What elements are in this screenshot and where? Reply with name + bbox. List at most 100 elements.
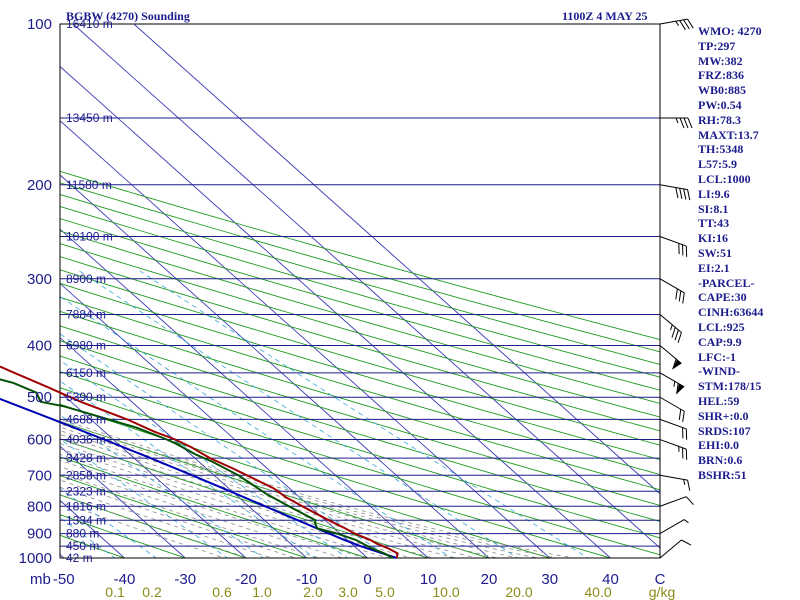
- wind-barb-flag: [682, 292, 685, 304]
- wind-barb-flag: [672, 358, 677, 370]
- pressure-tick-label: 400: [27, 338, 52, 355]
- isotherm-line: [72, 24, 660, 549]
- height-level-label: 2858 m: [66, 468, 106, 482]
- stability-index-item: EI:2.1: [698, 260, 730, 275]
- height-level-label: 1816 m: [66, 499, 106, 513]
- height-level-label: 10100 m: [66, 229, 113, 243]
- wind-barb-flag: [682, 411, 685, 422]
- wind-barb-flag: [685, 496, 694, 506]
- grid-layer: [59, 23, 661, 559]
- isotherm-line: [60, 120, 551, 558]
- stability-index-item: WMO: 4270: [698, 24, 762, 38]
- clipped-grid: [60, 24, 660, 558]
- wind-barb: [659, 18, 694, 30]
- stability-index-item: TH:5348: [698, 142, 744, 157]
- height-level-label: 4688 m: [66, 412, 106, 426]
- height-level-label: 11580 m: [66, 178, 112, 192]
- mixing-ratio-tick-label: 0.2: [142, 584, 162, 600]
- dry-adiabat-line: [60, 514, 187, 558]
- wind-barb-staff: [659, 314, 682, 333]
- dry-adiabat-line: [60, 403, 552, 558]
- stability-index-item: -WIND-: [698, 364, 740, 379]
- pressure-tick-label: 1000: [19, 550, 52, 567]
- isotherm-line: [60, 174, 490, 558]
- wind-barb: [659, 278, 685, 304]
- dry-adiabat-line: [60, 340, 660, 522]
- wind-barb-staff: [659, 539, 682, 559]
- isotherm-line: [60, 391, 247, 558]
- pressure-tick-label: 800: [27, 498, 52, 515]
- wind-barb-staff: [659, 372, 685, 388]
- mixing-ratio-line: [60, 414, 265, 558]
- wind-barb-half: [675, 117, 679, 124]
- wind-barb-staff: [659, 236, 687, 247]
- stability-index-item: TT:43: [698, 216, 730, 231]
- dry-adiabat-line: [60, 438, 430, 558]
- pressure-unit-label: mb: [30, 571, 51, 588]
- wind-barb-staff: [659, 278, 685, 294]
- mixing-ratio-line: [139, 270, 589, 558]
- stability-index-item: SRDS:107: [698, 423, 751, 438]
- dewpoint-line: [0, 378, 394, 559]
- stability-index-item: EHI:0.0: [698, 438, 740, 453]
- stability-index-item: KI:16: [698, 231, 728, 246]
- height-level-label: 6150 m: [66, 366, 106, 380]
- wind-barb-flag: [682, 427, 684, 439]
- wind-barbs: [659, 18, 694, 559]
- moist-adiabat-line: [60, 466, 344, 558]
- stability-index-item: BRN:0.6: [698, 453, 743, 468]
- dry-adiabat-line: [60, 310, 660, 491]
- wind-barb-flag: [679, 20, 686, 30]
- stability-index-item: CAPE:30: [698, 290, 747, 305]
- dry-adiabat-line: [60, 371, 660, 556]
- wind-barb-flag: [679, 188, 683, 199]
- moist-adiabat-line: [60, 479, 297, 558]
- mixing-ratio-tick-label: 2.0: [303, 584, 323, 600]
- isotherm-line: [60, 337, 308, 558]
- dry-adiabat-line: [60, 269, 660, 446]
- wind-barb-flag: [678, 290, 682, 302]
- stability-indices-panel: WMO: 4270 TP:297 MW:382 FRZ:836 WB0:885 PW:0.…: [698, 24, 800, 483]
- pressure-tick-label: 900: [27, 526, 52, 543]
- temperature-tick-label: -10: [296, 571, 318, 588]
- wind-barb-flag: [685, 449, 688, 460]
- wind-barb-staff: [659, 396, 685, 412]
- wind-barb-staff: [659, 345, 682, 364]
- wind-barb-flag: [685, 428, 688, 440]
- temperature-tick-label: 30: [541, 571, 558, 588]
- wind-barb-flag: [687, 117, 693, 129]
- mixing-ratio-line: [60, 380, 317, 558]
- moist-adiabat-line: [60, 420, 559, 558]
- stability-index-item: FRZ:836: [698, 68, 744, 83]
- wind-barb-flag: [676, 383, 679, 395]
- mixing-ratio-line: [60, 438, 229, 558]
- height-level-label: 13450 m: [66, 111, 113, 125]
- wind-barb-half: [683, 479, 686, 485]
- wind-barb-flag: [683, 188, 687, 200]
- wind-barb: [659, 439, 688, 460]
- stability-index-item: STM:178/15: [698, 379, 762, 394]
- wind-barb-flag: [687, 189, 691, 201]
- dry-adiabat-line: [60, 230, 660, 404]
- dry-adiabat-line: [60, 325, 660, 506]
- wind-barb-half: [683, 519, 689, 524]
- temperature-tick-label: -20: [235, 571, 257, 588]
- wind-barb-pennant: [676, 383, 685, 394]
- height-level-label: 5390 m: [66, 390, 106, 404]
- moist-adiabat-line: [60, 443, 435, 558]
- moist-adiabat-line: [60, 494, 250, 558]
- mixing-ratio-line: [60, 333, 391, 558]
- mixing-ratio-tick-label: 0.1: [105, 584, 125, 600]
- height-level-label: 450 m: [66, 539, 99, 553]
- stability-index-item: -PARCEL-: [698, 275, 755, 290]
- wind-barb-staff: [659, 439, 687, 450]
- wind-barb-staff: [659, 418, 687, 430]
- isotherm-line: [60, 65, 611, 558]
- dry-adiabat-line: [60, 243, 660, 418]
- height-level-label: 880 m: [66, 527, 99, 541]
- stability-index-item: MW:382: [698, 53, 743, 68]
- dry-adiabat-line: [60, 256, 660, 432]
- dry-adiabat-line: [60, 205, 660, 378]
